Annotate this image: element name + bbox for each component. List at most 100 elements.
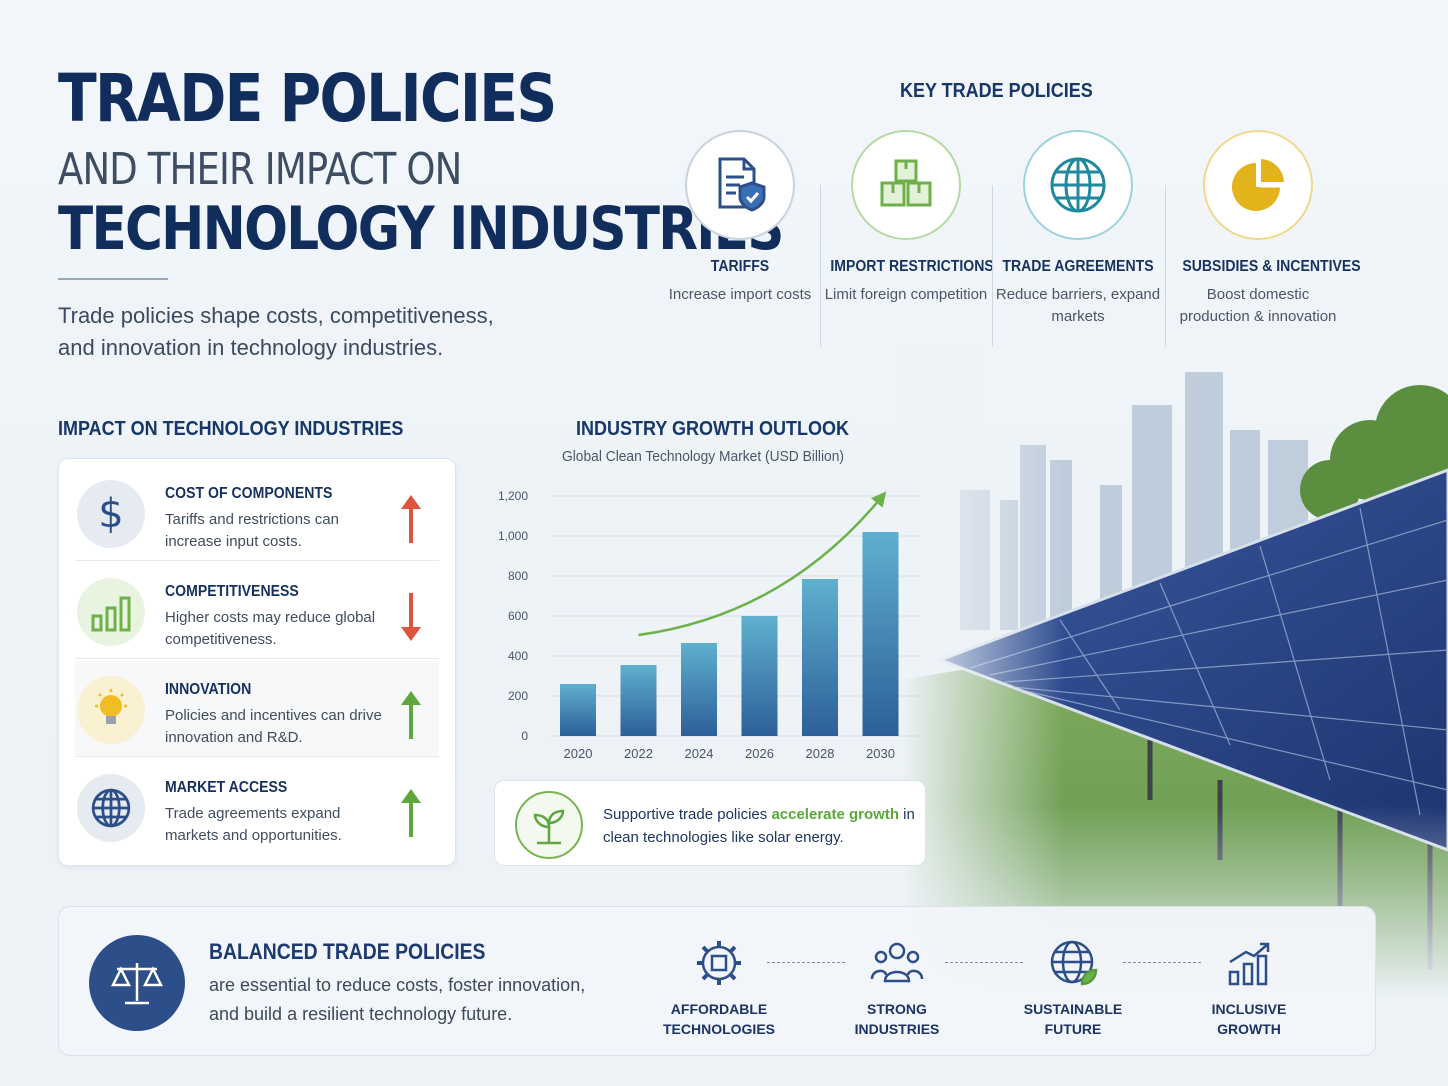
globe-icon: [1023, 130, 1133, 240]
impact-item-competitiveness: COMPETITIVENESS Higher costs may reduce …: [75, 563, 439, 659]
outcome-label-line: SUSTAINABLE: [1023, 1001, 1123, 1017]
y-tick-label: 1,000: [498, 529, 528, 543]
intro-text: Trade policies shape costs, competitiven…: [58, 303, 494, 360]
page-title-line-3: TECHNOLOGY INDUSTRIES: [58, 194, 784, 264]
outcome-label-line: STRONG: [867, 1001, 927, 1017]
page-title-line-1: TRADE POLICIES: [58, 60, 557, 137]
trend-down-icon: [401, 593, 421, 641]
key-policies-heading: KEY TRADE POLICIES: [900, 80, 1093, 102]
x-tick-label: 2030: [866, 746, 895, 761]
impact-title: COST OF COMPONENTS: [165, 485, 333, 502]
people-icon: [827, 935, 967, 991]
callout-highlight: accelerate growth: [771, 806, 899, 823]
impact-title: COMPETITIVENESS: [165, 583, 299, 600]
outcome-inclusive: INCLUSIVE GROWTH: [1179, 935, 1319, 1039]
connector-line: [945, 962, 1023, 963]
impact-desc: Tariffs and restrictions can increase in…: [165, 511, 339, 550]
chart-title: INDUSTRY GROWTH OUTLOOK: [576, 418, 849, 440]
policy-title: TRADE AGREEMENTS: [1002, 258, 1154, 275]
bar-2028: [802, 579, 838, 736]
y-tick-label: 200: [508, 689, 528, 703]
impact-item-innovation: INNOVATION Policies and incentives can d…: [75, 661, 439, 757]
policy-trade-agreements: TRADE AGREEMENTS Reduce barriers, expand…: [992, 130, 1164, 328]
policy-title: SUBSIDIES & INCENTIVES: [1182, 258, 1361, 275]
y-tick-label: 1,200: [498, 489, 528, 503]
banner-text: are essential to reduce costs, foster in…: [209, 975, 586, 1024]
policy-import-restrictions: IMPORT RESTRICTIONS Limit foreign compet…: [820, 130, 994, 306]
growth-chart-icon: [1179, 935, 1319, 991]
policy-desc: Limit foreign competition: [824, 286, 988, 303]
x-tick-label: 2020: [564, 746, 593, 761]
banner-title: BALANCED TRADE POLICIES: [209, 939, 486, 964]
chart-subtitle: Global Clean Technology Market (USD Bill…: [562, 448, 845, 465]
y-tick-label: 800: [508, 569, 528, 583]
callout-text-before: Supportive trade policies: [603, 806, 772, 823]
policy-divider: [1165, 185, 1166, 347]
y-tick-label: 0: [521, 729, 528, 743]
connector-line: [767, 962, 845, 963]
x-tick-label: 2026: [745, 746, 774, 761]
policy-subsidies: SUBSIDIES & INCENTIVES Boost domestic pr…: [1172, 130, 1361, 328]
bar-2022: [620, 665, 657, 736]
callout-text: Supportive trade policies accelerate gro…: [603, 803, 923, 849]
outcome-label: STRONG INDUSTRIES: [827, 999, 967, 1039]
bar-2020: [560, 684, 596, 736]
outcome-label-line: INDUSTRIES: [854, 1021, 940, 1037]
outcome-label-line: FUTURE: [1044, 1021, 1102, 1037]
outcome-label-line: INCLUSIVE: [1211, 1001, 1287, 1017]
policy-divider: [992, 185, 993, 347]
impact-item-cost: $ COST OF COMPONENTS Tariffs and restric…: [75, 465, 439, 561]
bar-2024: [681, 643, 717, 736]
impact-heading: IMPACT ON TECHNOLOGY INDUSTRIES: [58, 418, 404, 440]
title-divider: [58, 278, 168, 280]
outcome-label-line: TECHNOLOGIES: [662, 1021, 775, 1037]
globe-leaf-icon: [1003, 935, 1143, 991]
policy-desc: Increase import costs: [668, 286, 812, 303]
impact-desc: Trade agreements expand markets and oppo…: [165, 805, 342, 844]
bottom-banner: BALANCED TRADE POLICIES are essential to…: [58, 906, 1376, 1056]
callout-text-after: in clean technologies like solar energy.: [603, 806, 915, 846]
policy-tariffs: TARIFFS Increase import costs: [654, 130, 826, 306]
outcome-affordable: AFFORDABLE TECHNOLOGIES: [649, 935, 789, 1039]
document-shield-icon: [685, 130, 795, 240]
trend-up-icon: [401, 495, 421, 543]
outcome-strong: STRONG INDUSTRIES: [827, 935, 967, 1039]
growth-bar-chart: 0 200 400 600 800 1,000 1,200 2020 2022 2024 2026…: [498, 489, 920, 761]
policy-divider: [820, 185, 821, 347]
scales-icon: [89, 935, 185, 1031]
x-tick-label: 2028: [806, 746, 835, 761]
sprout-icon: [515, 791, 583, 859]
x-tick-label: 2024: [685, 746, 714, 761]
outcome-label: AFFORDABLE TECHNOLOGIES: [649, 999, 789, 1039]
y-tick-label: 400: [508, 649, 528, 663]
pie-chart-icon: [1203, 130, 1313, 240]
solar-panel-scene-image: [900, 350, 1448, 1000]
impact-title: INNOVATION: [165, 681, 252, 698]
bar-2030: [862, 532, 899, 736]
policy-desc: Reduce barriers, expand markets: [995, 286, 1161, 325]
bar-chart-icon: [77, 578, 145, 646]
impact-item-market-access: MARKET ACCESS Trade agreements expand ma…: [75, 759, 439, 855]
bar-2026: [741, 616, 778, 736]
growth-callout: Supportive trade policies accelerate gro…: [494, 780, 926, 866]
connector-line: [1123, 962, 1201, 963]
page-title-line-2: AND THEIR IMPACT ON: [58, 144, 462, 195]
x-tick-label: 2022: [624, 746, 653, 761]
lightbulb-icon: [77, 676, 145, 744]
policy-title: TARIFFS: [710, 258, 770, 275]
dollar-icon: $: [77, 480, 145, 548]
y-tick-label: 600: [508, 609, 528, 623]
globe-icon: [77, 774, 145, 842]
policy-title: IMPORT RESTRICTIONS: [830, 258, 994, 275]
trend-up-icon: [401, 691, 421, 739]
impact-panel: $ COST OF COMPONENTS Tariffs and restric…: [58, 458, 456, 866]
impact-desc: Policies and incentives can drive innova…: [165, 707, 382, 746]
trend-up-icon: [401, 789, 421, 837]
policy-desc: Boost domestic production & innovation: [1179, 286, 1337, 325]
impact-desc: Higher costs may reduce global competiti…: [165, 609, 376, 648]
boxes-icon: [851, 130, 961, 240]
trend-arrow: [638, 491, 887, 637]
outcome-label: INCLUSIVE GROWTH: [1179, 999, 1319, 1039]
outcome-label: SUSTAINABLE FUTURE: [1003, 999, 1143, 1039]
impact-title: MARKET ACCESS: [165, 779, 288, 796]
